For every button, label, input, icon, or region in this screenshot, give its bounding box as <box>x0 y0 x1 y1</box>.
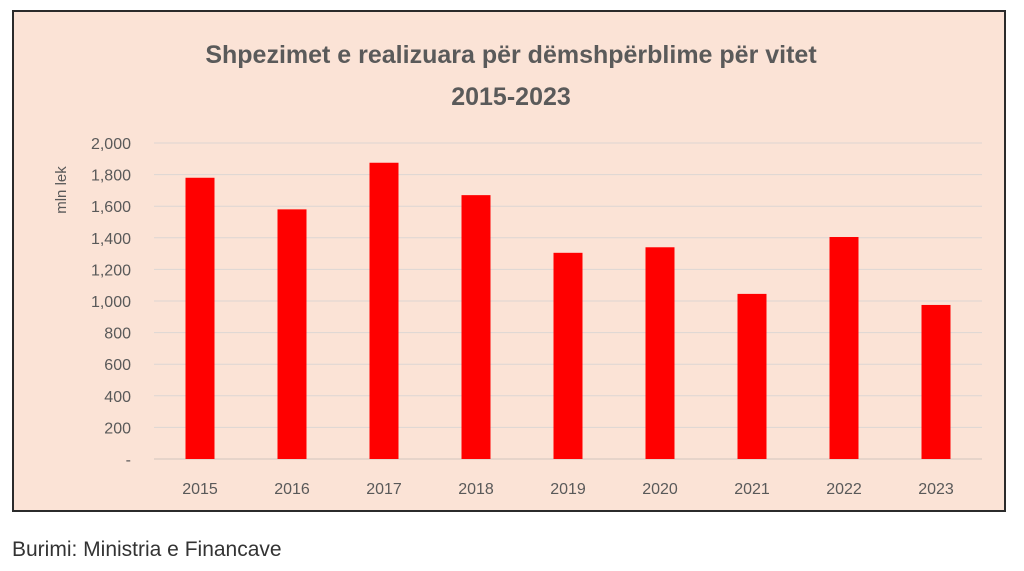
bar-2023 <box>921 304 951 459</box>
x-tick-label: 2015 <box>182 481 218 498</box>
bar-chart: - 200 400 600 800 1,000 1,200 1,400 1,600 1,800 2,… <box>53 136 982 498</box>
bar-2017 <box>369 162 399 459</box>
y-tick-label: 1,000 <box>91 294 131 311</box>
bar-2021 <box>737 293 767 459</box>
bar-2015 <box>185 177 215 459</box>
y-tick-label: 2,000 <box>91 136 131 153</box>
x-tick-label: 2020 <box>642 481 678 498</box>
y-tick-label: 1,400 <box>91 231 131 248</box>
x-tick-label: 2021 <box>734 481 770 498</box>
x-tick-label: 2016 <box>274 481 310 498</box>
source-note: Burimi: Ministria e Financave <box>12 538 282 561</box>
bar-2019 <box>553 252 583 459</box>
bar-2016 <box>277 209 307 459</box>
chart-title-line-2: 2015-2023 <box>451 83 571 111</box>
chart-frame: Shpezimet e realizuara për dëmshpërblime… <box>12 10 1006 512</box>
chart-title-line-1: Shpezimet e realizuara për dëmshpërblime… <box>205 41 817 69</box>
x-tick-label: 2017 <box>366 481 402 498</box>
x-tick-label: 2023 <box>918 481 954 498</box>
bar-2020 <box>645 247 675 459</box>
y-tick-label: 1,600 <box>91 199 131 216</box>
y-tick-label: 1,800 <box>91 168 131 185</box>
y-tick-label: 1,200 <box>91 262 131 279</box>
y-axis-ticks: - 200 400 600 800 1,000 1,200 1,400 1,600 1,800 2,… <box>91 136 131 469</box>
x-axis-ticks: 2015 2016 2017 2018 2019 2020 2021 2022 2023 <box>182 481 954 498</box>
y-axis-title: mln lek <box>53 166 70 214</box>
x-tick-label: 2019 <box>550 481 586 498</box>
bar-2018 <box>461 195 491 459</box>
y-tick-label: 600 <box>104 357 131 374</box>
bar-2022 <box>829 237 859 459</box>
x-tick-label: 2022 <box>826 481 862 498</box>
y-tick-label: - <box>126 452 131 469</box>
x-tick-label: 2018 <box>458 481 494 498</box>
bars <box>185 162 951 459</box>
y-tick-label: 400 <box>104 389 131 406</box>
chart-title: Shpezimet e realizuara për dëmshpërblime… <box>14 34 1008 118</box>
y-tick-label: 200 <box>104 420 131 437</box>
y-tick-label: 800 <box>104 326 131 343</box>
